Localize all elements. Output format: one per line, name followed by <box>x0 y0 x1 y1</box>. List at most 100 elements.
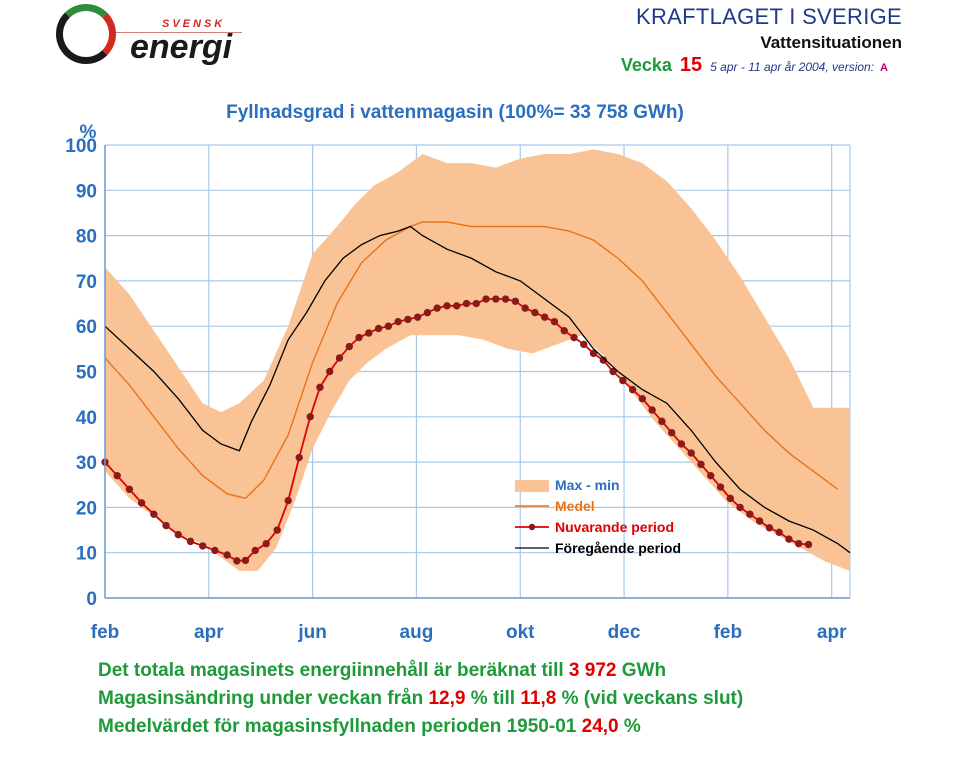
current-period-point <box>795 539 803 548</box>
header-title: KRAFTLAGET I SVERIGE <box>636 4 902 29</box>
y-tick-label: 0 <box>86 589 97 610</box>
current-period-point <box>531 308 539 317</box>
y-tick-label: 70 <box>76 272 97 293</box>
legend-swatch-band <box>515 480 549 492</box>
current-period-point <box>284 496 292 505</box>
current-period-point <box>423 308 432 317</box>
footer-energy-unit: GWh <box>621 660 667 681</box>
chart-title: Fyllnadsgrad i vattenmagasin (100%= 33 7… <box>226 102 684 123</box>
footer-line-change: Magasinsändring under veckan från 12,9 %… <box>98 688 743 710</box>
current-period-point <box>174 530 182 539</box>
current-period-point <box>433 304 441 312</box>
current-period-point <box>162 521 170 530</box>
week-label: Vecka <box>620 55 672 75</box>
current-period-point <box>150 510 158 518</box>
chart-axes: 0 10 20 30 40 50 60 70 80 90 100 feb apr jun aug okt dec… <box>65 136 850 643</box>
current-period-point <box>404 315 412 324</box>
current-period-point <box>345 342 353 351</box>
legend-label: Nuvarande period <box>555 519 674 535</box>
current-period-point <box>550 317 559 326</box>
current-period-point <box>648 406 656 414</box>
current-period-point <box>462 299 471 308</box>
footer-energy-text: Det totala magasinets energiinnehåll är … <box>98 660 564 681</box>
current-period-point <box>223 551 231 559</box>
y-tick-label: 100 <box>65 136 97 157</box>
logo-main-text: energi <box>130 28 233 66</box>
current-period-point <box>374 324 383 333</box>
current-period-point <box>394 317 402 326</box>
current-period-point <box>262 539 270 548</box>
y-tick-label: 90 <box>76 181 97 202</box>
footer-energy-value: 3 972 <box>568 660 617 681</box>
medel-line <box>104 221 839 500</box>
current-period-point <box>697 460 705 469</box>
week-dates: 5 apr - 11 apr år 2004 <box>710 60 826 74</box>
current-period-point <box>570 333 578 342</box>
x-tick-label: dec <box>608 622 641 643</box>
current-period-point <box>273 526 281 534</box>
current-period-line <box>104 298 809 562</box>
current-period-point <box>326 367 334 376</box>
current-period-point <box>804 540 813 549</box>
current-period-point <box>521 304 529 312</box>
legend-swatch-current-marker <box>528 523 536 531</box>
y-tick-label: 10 <box>76 544 97 565</box>
current-period-point <box>580 340 588 349</box>
current-period-point <box>726 494 735 503</box>
current-period-point <box>211 546 219 555</box>
header-subtitle: Vattensituationen <box>760 33 902 52</box>
current-period-point <box>384 322 393 330</box>
current-period-point <box>755 517 764 525</box>
max-min-band <box>105 149 850 571</box>
current-period-point <box>316 383 324 392</box>
footer-average-text: Medelvärdet för magasinsfyllnaden period… <box>98 716 577 737</box>
x-tick-label: feb <box>714 622 743 643</box>
current-period-point <box>472 299 480 308</box>
current-period-point <box>199 542 207 550</box>
current-period-point <box>658 417 666 426</box>
version-value: A <box>880 62 888 74</box>
current-period-point <box>365 329 373 337</box>
current-period-point <box>125 485 134 493</box>
chart-legend: Max - min Medel Nuvarande period Föregående… <box>515 477 681 556</box>
current-period-point <box>628 385 637 394</box>
footer-change-mid: % till <box>470 688 516 709</box>
svensk-energi-logo: SVENSK energi <box>50 2 270 76</box>
x-tick-label: aug <box>400 622 434 643</box>
footer-change-from: 12,9 <box>428 688 466 709</box>
x-tick-label: okt <box>506 622 535 643</box>
x-tick-label: feb <box>91 622 120 643</box>
current-period-point <box>501 295 510 303</box>
current-period-point <box>443 302 451 310</box>
current-period-point <box>589 349 598 358</box>
logo-top-text: SVENSK <box>162 18 226 30</box>
x-tick-label: jun <box>297 622 327 643</box>
week-number: 15 <box>679 54 703 76</box>
logo-divider <box>112 32 242 33</box>
current-period-point <box>667 428 676 437</box>
footer-change-tail: % (vid veckans slut) <box>561 688 744 709</box>
previous-period-line <box>104 225 851 554</box>
current-period-point <box>295 453 303 462</box>
current-period-point <box>335 354 344 362</box>
chart-lines <box>101 221 851 565</box>
y-tick-label: 40 <box>76 408 97 429</box>
current-period-point <box>716 483 725 491</box>
y-axis-label: % <box>80 122 97 143</box>
current-period-point <box>687 449 695 457</box>
footer-average-unit: % <box>623 716 641 737</box>
max-min-area <box>105 149 850 571</box>
current-period-point <box>113 471 121 480</box>
x-tick-label: apr <box>194 622 224 643</box>
legend-label: Föregående period <box>555 540 681 556</box>
current-period-point <box>707 471 715 480</box>
legend-label: Medel <box>555 498 595 514</box>
current-period-point <box>511 297 520 305</box>
current-period-point <box>355 333 363 342</box>
footer-average-value: 24,0 <box>581 716 619 737</box>
current-period-point <box>251 546 259 555</box>
y-tick-label: 20 <box>76 498 97 519</box>
current-period-point <box>233 557 241 565</box>
footer-change-to: 11,8 <box>520 688 557 709</box>
x-tick-label: apr <box>817 622 847 643</box>
